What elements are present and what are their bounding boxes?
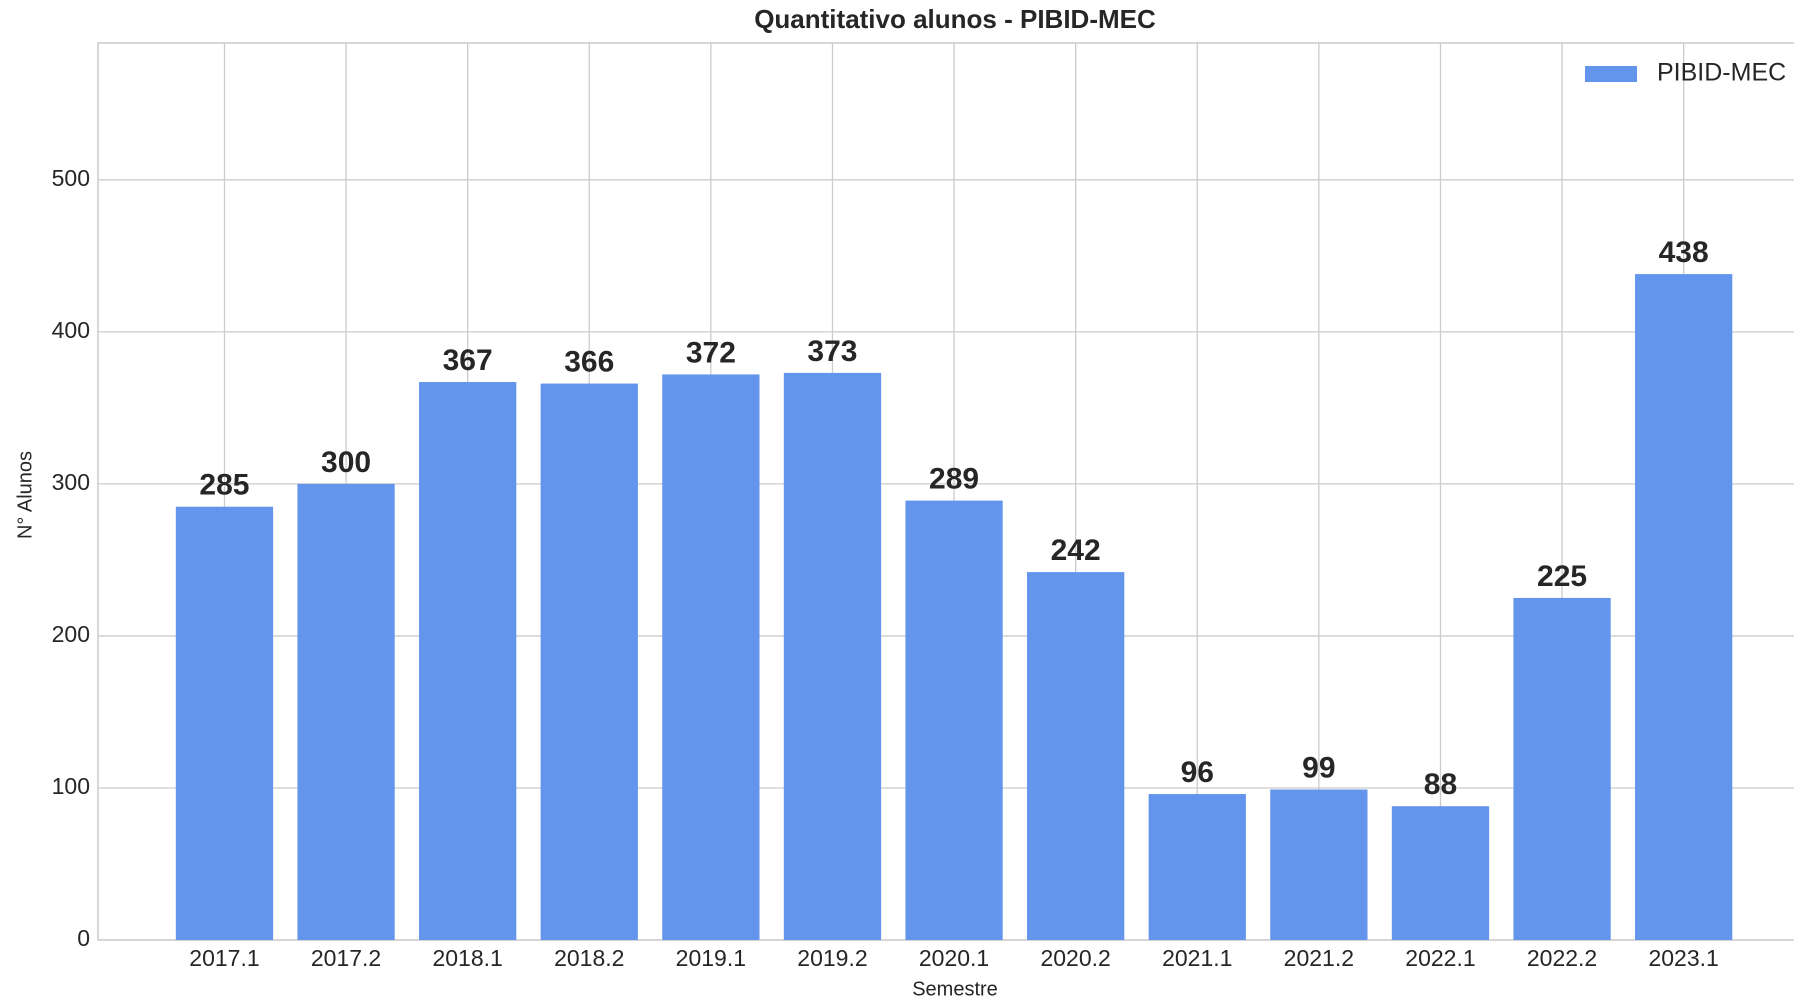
data-label: 289 [929,463,979,496]
x-tick-label: 2021.2 [1284,945,1354,971]
y-tick-label: 400 [52,317,90,343]
bar [419,382,517,940]
x-tick-label: 2022.1 [1405,945,1475,971]
data-label: 96 [1181,756,1214,789]
x-tick-label: 2022.2 [1527,945,1597,971]
bar [1513,597,1611,940]
data-label: 99 [1302,751,1335,784]
x-tick-label: 2019.1 [676,945,746,971]
data-label: 366 [564,345,614,378]
y-tick-label: 300 [52,469,90,495]
bar [540,383,638,941]
bar [297,483,395,940]
y-tick-label: 0 [77,925,90,951]
bar [1270,789,1368,940]
data-label: 438 [1659,236,1709,269]
y-tick-label: 500 [52,165,90,191]
data-label: 285 [199,469,249,502]
data-label: 242 [1051,534,1101,567]
legend-label: PIBID-MEC [1657,59,1786,87]
bar [175,506,274,940]
bar [1148,794,1246,940]
y-tick-label: 100 [52,773,90,799]
x-tick-label: 2018.2 [554,945,624,971]
bar [1635,274,1733,940]
chart-title: Quantitativo alunos - PIBID-MEC [754,4,1156,34]
data-label: 300 [321,446,371,479]
bar [905,500,1003,940]
x-tick-label: 2018.1 [432,945,502,971]
x-tick-label: 2020.2 [1040,945,1110,971]
x-tick-label: 2017.2 [311,945,381,971]
x-tick-label: 2021.1 [1162,945,1232,971]
data-label: 88 [1424,768,1457,801]
bar [662,374,760,940]
y-tick-label: 200 [52,621,90,647]
x-axis-label: Semestre [912,978,998,1000]
data-label: 367 [443,344,493,377]
x-tick-label: 2020.1 [919,945,989,971]
bar [1027,572,1125,940]
bar [783,372,882,940]
x-tick-label: 2019.2 [797,945,867,971]
y-axis-label: N° Alunos [14,451,36,539]
data-label: 373 [807,335,857,368]
x-tick-label: 2017.1 [189,945,259,971]
legend-swatch [1585,66,1637,82]
bar [1391,806,1490,940]
data-label: 372 [686,336,736,369]
x-tick-label: 2023.1 [1648,945,1718,971]
data-label: 225 [1537,560,1587,593]
